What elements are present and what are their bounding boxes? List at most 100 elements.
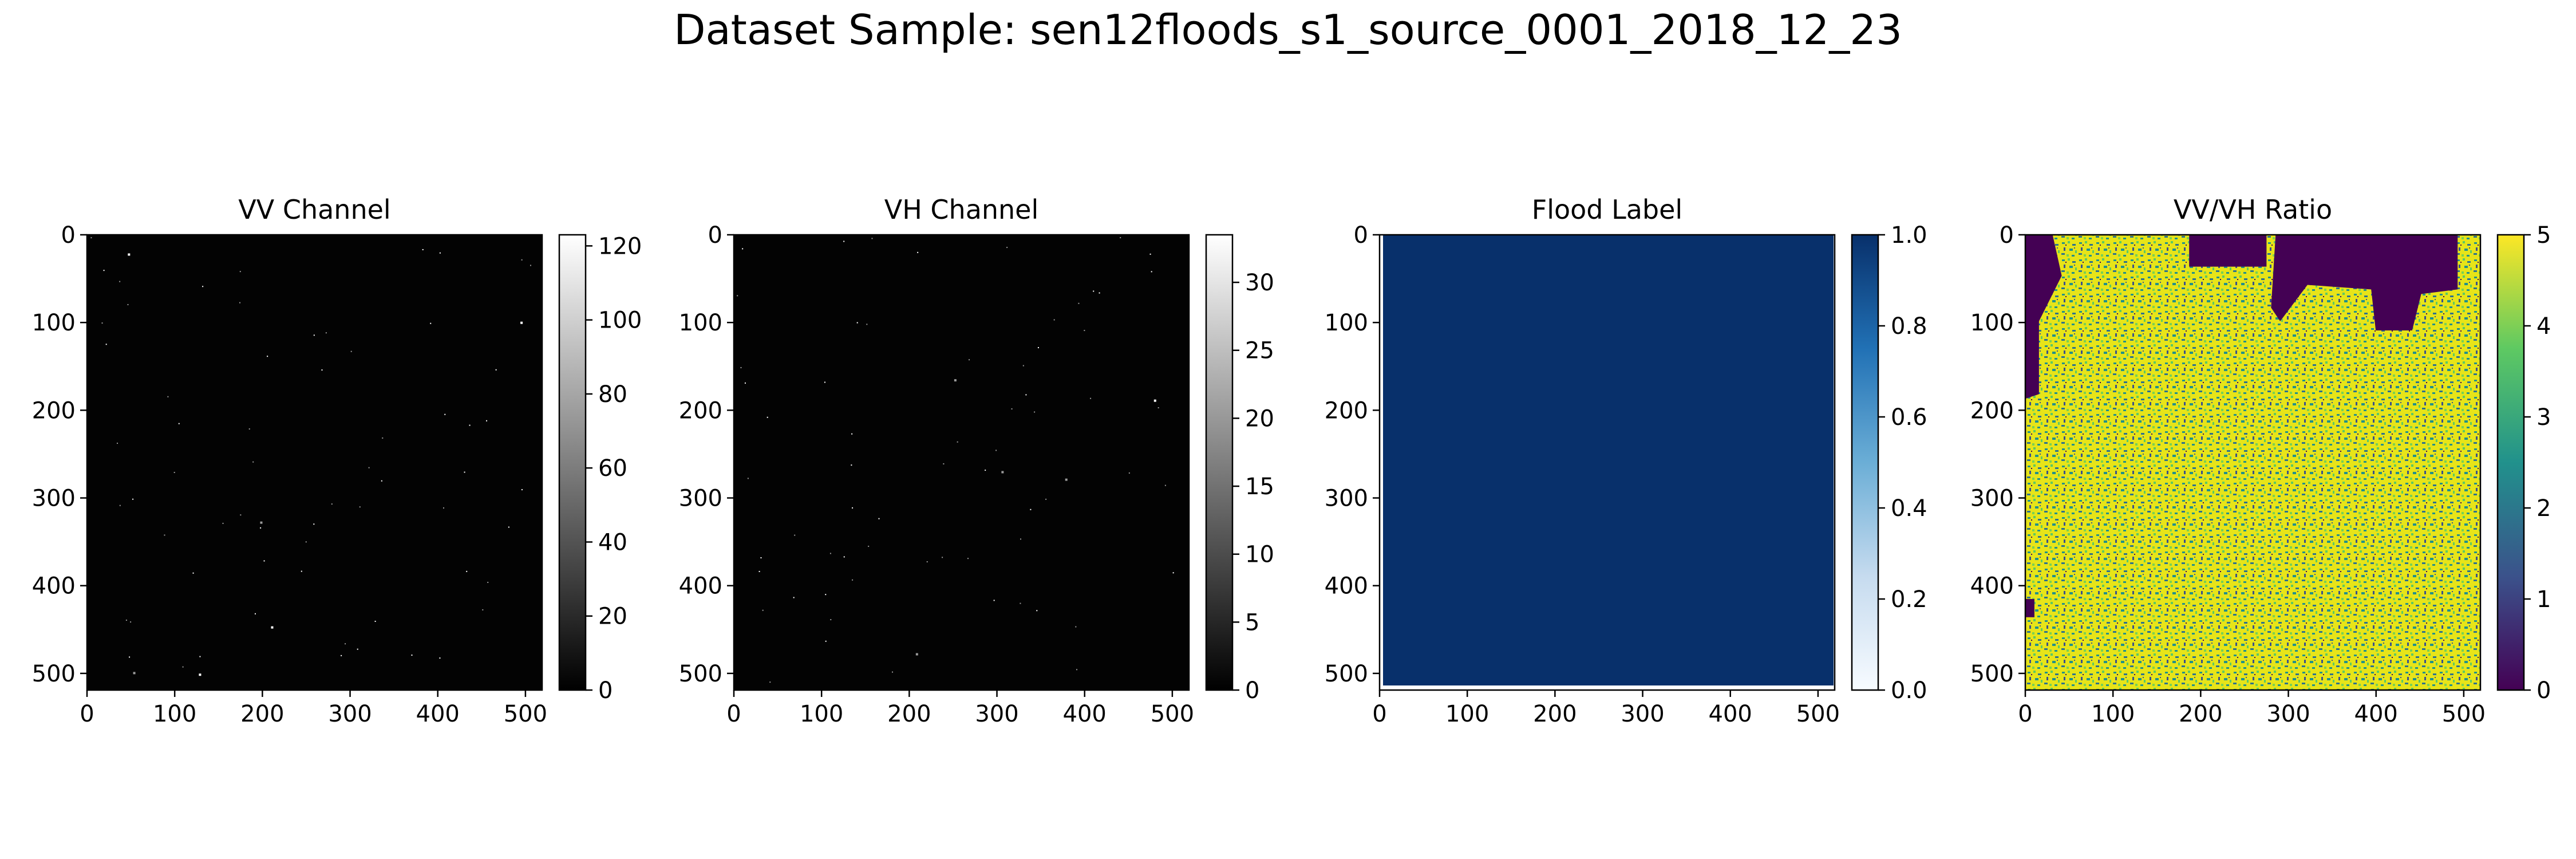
speckle bbox=[829, 553, 831, 554]
y-tick-label: 300 bbox=[679, 486, 722, 512]
speckle bbox=[1006, 247, 1008, 249]
speckle bbox=[182, 666, 184, 668]
speckle bbox=[374, 620, 376, 622]
speckle bbox=[744, 382, 746, 384]
speckle bbox=[737, 295, 738, 297]
x-tick-label: 400 bbox=[416, 701, 460, 727]
speckle bbox=[1037, 347, 1039, 349]
speckle bbox=[495, 369, 497, 371]
y-tick-label: 100 bbox=[679, 310, 722, 336]
x-tick-label: 100 bbox=[800, 701, 843, 727]
speckle bbox=[411, 654, 413, 656]
speckle bbox=[830, 619, 832, 621]
panel-title: VH Channel bbox=[884, 194, 1039, 225]
speckle bbox=[487, 581, 489, 583]
speckle bbox=[1099, 292, 1100, 294]
speckle bbox=[866, 324, 868, 325]
speckle bbox=[199, 673, 202, 676]
speckle bbox=[760, 557, 762, 559]
speckle bbox=[508, 526, 509, 528]
colorbar-tick-label: 0 bbox=[1245, 677, 1259, 704]
y-tick-label: 0 bbox=[61, 222, 76, 249]
speckle bbox=[1020, 602, 1021, 604]
colorbar-tick-label: 25 bbox=[1245, 338, 1274, 364]
x-tick-label: 200 bbox=[240, 701, 284, 727]
speckle bbox=[520, 321, 523, 324]
speckle bbox=[1022, 365, 1024, 367]
speckle bbox=[985, 470, 986, 471]
speckle bbox=[271, 626, 274, 629]
speckle bbox=[313, 523, 315, 525]
colorbar-tick-label: 10 bbox=[1245, 542, 1274, 568]
speckle bbox=[769, 681, 771, 683]
speckle bbox=[794, 534, 796, 536]
speckle bbox=[119, 505, 121, 506]
speckle bbox=[486, 420, 488, 421]
speckle bbox=[444, 413, 446, 415]
speckle bbox=[1120, 237, 1121, 239]
speckle bbox=[482, 609, 484, 610]
speckle bbox=[742, 248, 744, 250]
y-tick-label: 100 bbox=[1325, 310, 1368, 336]
x-tick-label: 0 bbox=[2018, 701, 2032, 727]
speckle bbox=[341, 655, 342, 656]
colorbar-tick-label: 1.0 bbox=[1891, 222, 1927, 249]
colorbar-tick-label: 20 bbox=[1245, 405, 1274, 432]
speckle bbox=[443, 507, 445, 509]
speckle bbox=[856, 322, 858, 324]
speckle bbox=[105, 344, 107, 345]
zero-region bbox=[2025, 235, 2062, 399]
heatmap-image bbox=[2025, 235, 2480, 690]
speckle bbox=[199, 656, 201, 657]
colorbar-tick-label: 0 bbox=[2537, 677, 2551, 704]
speckle bbox=[1090, 397, 1092, 399]
speckle bbox=[521, 259, 523, 261]
speckle bbox=[1084, 330, 1085, 332]
colorbar-tick-label: 20 bbox=[598, 604, 627, 630]
speckle bbox=[967, 558, 969, 559]
speckle bbox=[466, 570, 468, 572]
speckle bbox=[127, 304, 129, 305]
speckle bbox=[101, 322, 103, 324]
heatmap-image bbox=[734, 235, 1189, 690]
y-tick-label: 100 bbox=[1970, 310, 2014, 336]
speckle bbox=[90, 237, 92, 239]
speckle bbox=[767, 416, 768, 418]
axes-frame bbox=[733, 234, 1190, 691]
x-tick-label: 300 bbox=[1621, 701, 1664, 727]
speckle bbox=[1128, 472, 1130, 474]
speckle bbox=[260, 521, 263, 524]
speckle bbox=[130, 621, 132, 623]
figure-suptitle: Dataset Sample: sen12floods_s1_source_00… bbox=[674, 6, 1902, 54]
speckle bbox=[852, 507, 854, 509]
y-tick-label: 200 bbox=[32, 397, 76, 424]
y-tick-label: 200 bbox=[679, 397, 722, 424]
y-tick-label: 0 bbox=[2000, 222, 2014, 249]
y-tick-label: 500 bbox=[1970, 661, 2014, 687]
speckle bbox=[957, 441, 958, 443]
colorbar-tick-label: 100 bbox=[598, 308, 642, 334]
speckle bbox=[321, 369, 323, 371]
speckle bbox=[530, 265, 531, 266]
speckle bbox=[1065, 478, 1068, 481]
colorbar-tick-label: 60 bbox=[598, 455, 627, 482]
y-tick-label: 300 bbox=[1325, 486, 1368, 512]
x-tick-label: 400 bbox=[2354, 701, 2398, 727]
speckle bbox=[1172, 572, 1174, 574]
speckle bbox=[954, 379, 957, 382]
colorbar bbox=[558, 234, 587, 691]
speckle bbox=[825, 594, 827, 596]
x-tick-label: 500 bbox=[1151, 701, 1194, 727]
speckle bbox=[1157, 407, 1159, 409]
speckle bbox=[1153, 399, 1156, 402]
speckle bbox=[331, 503, 333, 505]
speckle bbox=[422, 249, 424, 250]
speckle bbox=[1045, 498, 1047, 500]
speckle bbox=[128, 253, 131, 256]
speckle bbox=[942, 557, 943, 558]
colorbar-tick-label: 80 bbox=[598, 381, 627, 408]
colorbar-tick-label: 40 bbox=[598, 529, 627, 555]
image-background bbox=[734, 235, 1189, 690]
speckle bbox=[915, 653, 918, 656]
